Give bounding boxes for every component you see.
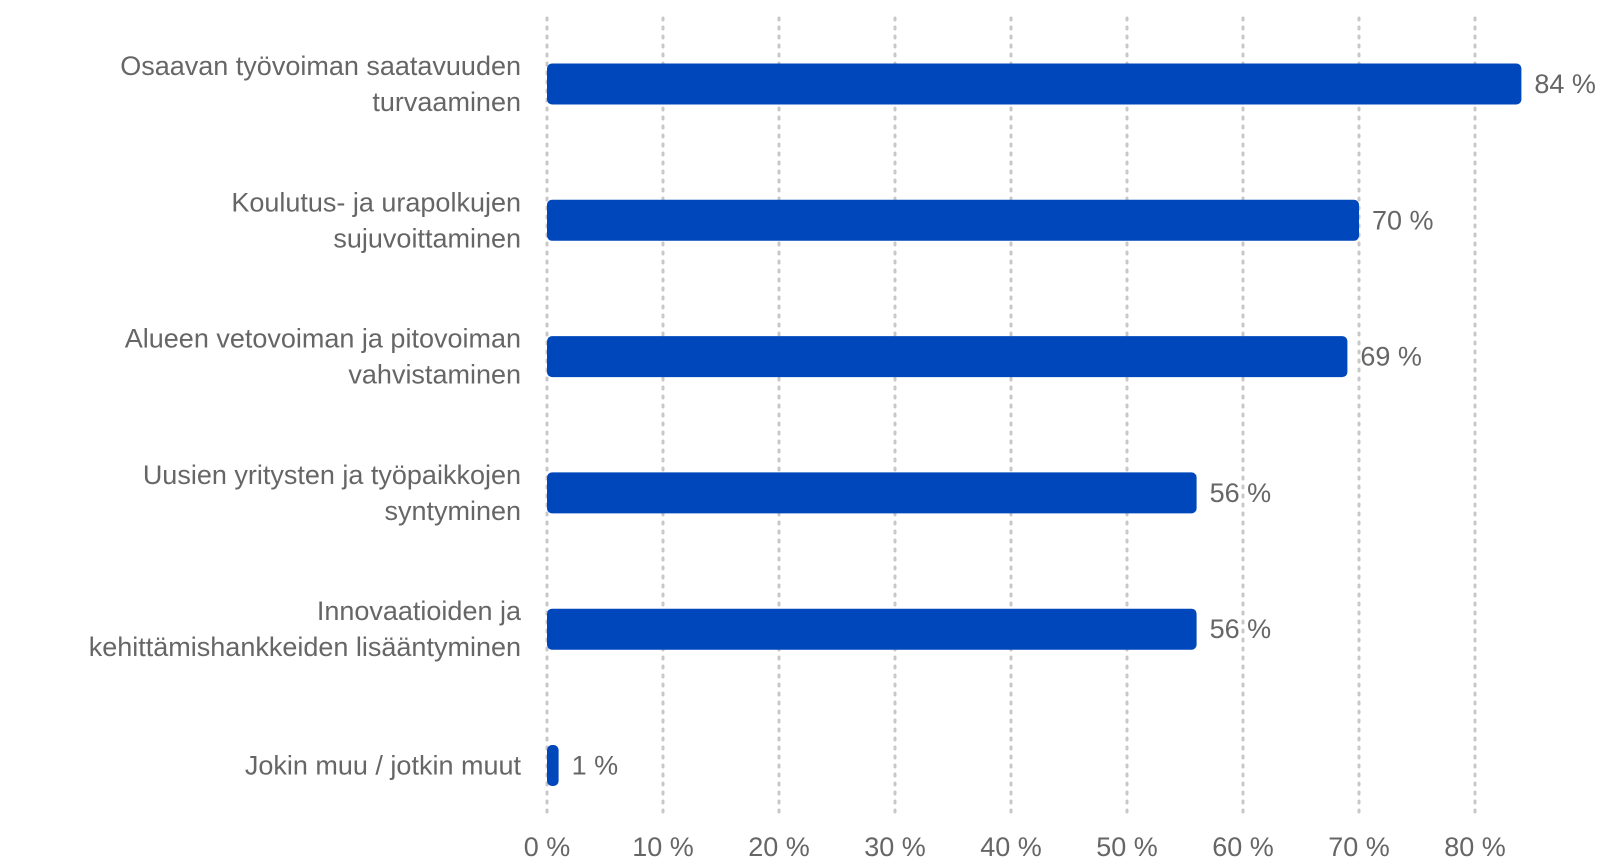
- category-label: Alueen vetovoiman ja pitovoiman vahvistam…: [125, 324, 521, 390]
- x-tick-label: 80 %: [1444, 832, 1506, 862]
- category-label: Jokin muu / jotkin muut: [245, 751, 522, 781]
- category-label: Innovaatioiden ja kehittämishankkeiden li…: [89, 596, 522, 662]
- bar: [547, 472, 1197, 514]
- x-tick-label: 50 %: [1096, 832, 1158, 862]
- category-label: Uusien yritysten ja työpaikkojen syntymin…: [143, 460, 521, 526]
- x-tick-label: 20 %: [748, 832, 810, 862]
- bar: [547, 199, 1359, 241]
- category-label-line: turvaaminen: [372, 87, 521, 117]
- bars: [547, 63, 1522, 786]
- category-label-line: Koulutus- ja urapolkujen: [231, 187, 521, 217]
- category-label-line: vahvistaminen: [348, 360, 521, 390]
- category-label-line: Innovaatioiden ja: [317, 596, 522, 626]
- x-axis-ticks: 0 % 10 % 20 % 30 % 40 % 50 % 60 % 70 % 80 %: [524, 832, 1506, 862]
- grid-lines: [545, 16, 1477, 820]
- value-labels: 84 % 70 % 69 % 56 % 56 % 1 %: [572, 69, 1596, 781]
- category-label: Osaavan työvoiman saatavuuden turvaaminen: [120, 51, 521, 117]
- bar: [547, 336, 1348, 378]
- x-tick-label: 10 %: [632, 832, 694, 862]
- category-label: Koulutus- ja urapolkujen sujuvoittaminen: [231, 187, 521, 253]
- x-tick-label: 30 %: [864, 832, 926, 862]
- bar: [547, 608, 1197, 650]
- data-label: 56 %: [1210, 614, 1272, 644]
- x-tick-label: 40 %: [980, 832, 1042, 862]
- x-tick-label: 60 %: [1212, 832, 1274, 862]
- data-label: 69 %: [1360, 342, 1422, 372]
- x-tick-label: 0 %: [524, 832, 571, 862]
- category-label-line: Alueen vetovoiman ja pitovoiman: [125, 324, 521, 354]
- data-label: 56 %: [1210, 478, 1272, 508]
- data-label: 84 %: [1534, 69, 1596, 99]
- bar: [547, 63, 1522, 105]
- category-labels: Osaavan työvoiman saatavuuden turvaaminen…: [89, 51, 522, 781]
- category-label-line: Uusien yritysten ja työpaikkojen: [143, 460, 521, 490]
- data-label: 70 %: [1372, 205, 1434, 235]
- category-label-line: Jokin muu / jotkin muut: [245, 751, 522, 781]
- category-label-line: kehittämishankkeiden lisääntyminen: [89, 632, 521, 662]
- x-tick-label: 70 %: [1328, 832, 1390, 862]
- category-label-line: sujuvoittaminen: [333, 223, 521, 253]
- bar: [547, 745, 559, 786]
- category-label-line: syntyminen: [384, 496, 521, 526]
- category-label-line: Osaavan työvoiman saatavuuden: [120, 51, 521, 81]
- data-label: 1 %: [572, 751, 619, 781]
